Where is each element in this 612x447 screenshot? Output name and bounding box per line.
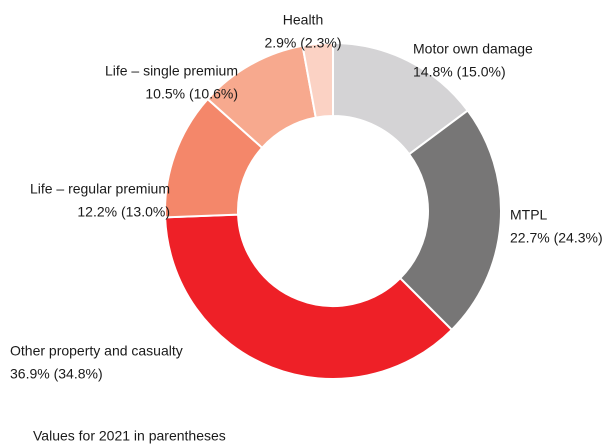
wedge	[301, 41, 334, 119]
value-label: 36.9% (34.8%)	[10, 366, 103, 382]
value-label: 12.2% (13.0%)	[77, 204, 170, 220]
value-label: 22.7% (24.3%)	[510, 230, 603, 246]
slice-label: Motor own damage	[413, 41, 533, 57]
slice-label: Health	[283, 12, 323, 28]
slice-label: Life – single premium	[105, 63, 238, 79]
footnote: Values for 2021 in parentheses	[33, 428, 226, 444]
wedge	[398, 109, 502, 332]
value-label: 14.8% (15.0%)	[413, 64, 506, 80]
wedge	[164, 213, 454, 380]
value-label: 2.9% (2.3%)	[264, 35, 341, 51]
value-label: 10.5% (10.6%)	[145, 86, 238, 102]
donut	[164, 41, 502, 380]
slice-label: Life – regular premium	[30, 181, 170, 197]
slice-label: MTPL	[510, 207, 548, 223]
slice-label: Other property and casualty	[10, 343, 183, 359]
